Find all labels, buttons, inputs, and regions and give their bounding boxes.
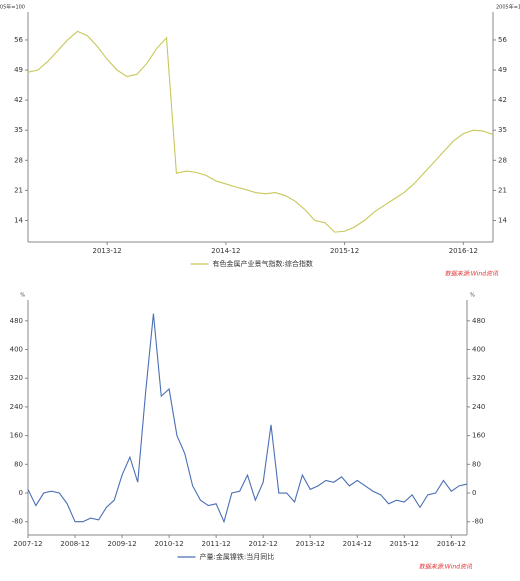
x-tick-label: 2014-12 [343,540,372,548]
data-line [27,30,494,233]
y-tick-label: 35 [14,126,23,134]
x-tick-label: 2007-12 [13,540,42,548]
y-tick-label: 21 [14,186,23,194]
y-tick-label: 80 [14,460,23,468]
y-tick-label: -80 [472,518,483,526]
unit-label: % [20,293,25,299]
x-tick-label: 2012-12 [249,540,278,548]
y-tick-label: 35 [498,126,507,134]
x-tick-label: 2014-12 [211,247,240,255]
y-tick-label: 49 [498,66,507,74]
unit-label: 2005年=100 [0,4,25,11]
y-tick-label: 28 [498,156,507,164]
y-tick-label: 21 [498,186,507,194]
legend-label: 产量:金属镍铁:当月同比 [200,552,275,561]
x-tick-label: 2015-12 [330,247,359,255]
source-note: 数据来源:Wind资讯 [419,563,473,571]
x-tick-label: 2016-12 [437,540,466,548]
x-tick-label: 2016-12 [449,247,478,255]
x-tick-label: 2010-12 [154,540,183,548]
x-tick-label: 2015-12 [390,540,419,548]
x-tick-label: 2013-12 [93,247,122,255]
y-tick-label: 320 [472,374,485,382]
y-tick-label: 480 [472,317,485,325]
y-tick-label: 480 [10,317,23,325]
y-tick-label: 42 [14,96,23,104]
y-tick-label: 320 [10,374,23,382]
x-tick-label: 2013-12 [296,540,325,548]
y-tick-label: -80 [12,518,23,526]
y-tick-label: 160 [10,432,23,440]
y-tick-label: 42 [498,96,507,104]
y-tick-label: 0 [19,489,23,497]
y-tick-label: 400 [472,346,485,354]
y-tick-label: 28 [14,156,23,164]
source-note: 数据来源:Wind资讯 [445,270,499,278]
unit-label: % [470,293,475,299]
x-tick-label: 2008-12 [60,540,89,548]
unit-label: 2005年=100 [496,4,520,11]
y-tick-label: 49 [14,66,23,74]
y-tick-label: 240 [472,403,485,411]
y-tick-label: 160 [472,432,485,440]
y-tick-label: 56 [498,36,507,44]
x-tick-label: 2011-12 [202,540,231,548]
y-tick-label: 56 [14,36,23,44]
y-tick-label: 14 [14,217,23,225]
y-tick-label: 0 [472,489,476,497]
y-tick-label: 14 [498,217,507,225]
y-tick-label: 80 [472,460,481,468]
y-tick-label: 400 [10,346,23,354]
y-tick-label: 240 [10,403,23,411]
legend-label: 有色金属产业景气指数:综合指数 [213,259,313,268]
data-line [27,313,468,524]
x-tick-label: 2009-12 [107,540,136,548]
